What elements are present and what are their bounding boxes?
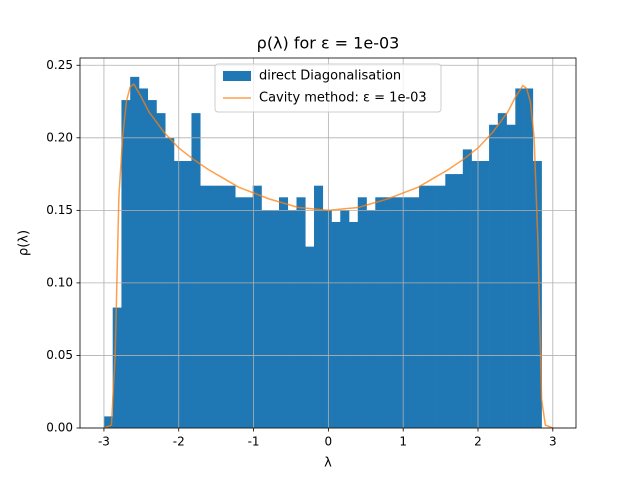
histogram-bar: [314, 185, 324, 428]
histogram-bar: [322, 210, 332, 428]
histogram-bar: [226, 185, 236, 428]
x-tick-label: -1: [248, 435, 260, 449]
histogram-bar: [392, 197, 402, 428]
histogram-bar: [436, 185, 446, 428]
histogram-bar: [375, 197, 385, 428]
histogram-bar: [506, 124, 516, 429]
histogram-bar: [349, 221, 359, 428]
histogram-bar: [261, 210, 271, 428]
y-tick-label: 0.15: [46, 203, 73, 217]
histogram-bar: [366, 210, 376, 428]
histogram-bar: [489, 124, 499, 429]
histogram-bar: [480, 161, 490, 429]
histogram-bar: [462, 149, 472, 429]
legend-box: [214, 63, 442, 113]
plot-frame: [79, 57, 577, 429]
histogram-bar: [130, 76, 140, 429]
x-tick-label: 2: [474, 435, 482, 449]
legend-label: Cavity method: ε = 1e-03: [259, 91, 427, 106]
y-axis-label: ρ(λ): [17, 230, 32, 256]
y-tick-label: 0.00: [46, 421, 73, 435]
histogram-bar: [471, 161, 481, 429]
histogram-bar: [270, 210, 280, 428]
histogram-bar: [454, 174, 464, 428]
histogram-bar: [191, 113, 201, 428]
histogram-bar: [331, 221, 341, 428]
chart-title: ρ(λ) for ε = 1e-03: [257, 34, 400, 53]
y-tick-label: 0.05: [46, 348, 73, 362]
histogram-bar: [497, 113, 507, 428]
histogram-bar: [401, 197, 411, 428]
x-axis-label: λ: [324, 456, 332, 471]
histogram-bar: [278, 197, 289, 428]
histogram-bar: [410, 197, 420, 428]
histogram-bar: [208, 185, 219, 428]
histogram-bar: [182, 161, 192, 429]
histogram-bar: [515, 88, 525, 429]
histogram-bar: [147, 100, 157, 428]
legend-swatch: [223, 71, 251, 81]
histogram-bar: [427, 185, 437, 428]
histogram-bar: [243, 197, 254, 428]
x-tick-label: 0: [325, 435, 333, 449]
histogram-bar: [200, 185, 210, 428]
histogram-bar: [103, 416, 113, 428]
histogram-bar: [138, 88, 149, 429]
histogram-bar: [340, 210, 350, 428]
y-tick-label: 0.20: [46, 130, 73, 144]
histogram-bar: [287, 210, 297, 428]
histogram-bar: [235, 197, 245, 428]
histogram-bar: [524, 88, 534, 429]
histogram-bar: [419, 185, 429, 428]
histogram-bar: [532, 161, 542, 429]
line-series: [103, 82, 554, 429]
histogram-bar: [296, 197, 306, 428]
legend-label: direct Diagonalisation: [259, 69, 401, 84]
x-tick-label: 3: [549, 435, 557, 449]
histogram-bar: [252, 185, 262, 428]
y-tick-label: 0.25: [46, 58, 73, 72]
histogram-bar: [305, 246, 315, 428]
histogram-bar: [156, 113, 166, 428]
x-tick-label: -3: [98, 435, 110, 449]
histogram-bar: [217, 185, 227, 428]
histogram-bar: [357, 197, 367, 428]
histogram-bar: [445, 174, 455, 428]
x-tick-label: -2: [173, 435, 185, 449]
histogram-bar: [384, 197, 394, 428]
histogram-bar: [121, 100, 131, 428]
y-tick-label: 0.10: [46, 275, 73, 289]
histogram-bar: [112, 307, 122, 428]
x-tick-label: 1: [399, 435, 407, 449]
